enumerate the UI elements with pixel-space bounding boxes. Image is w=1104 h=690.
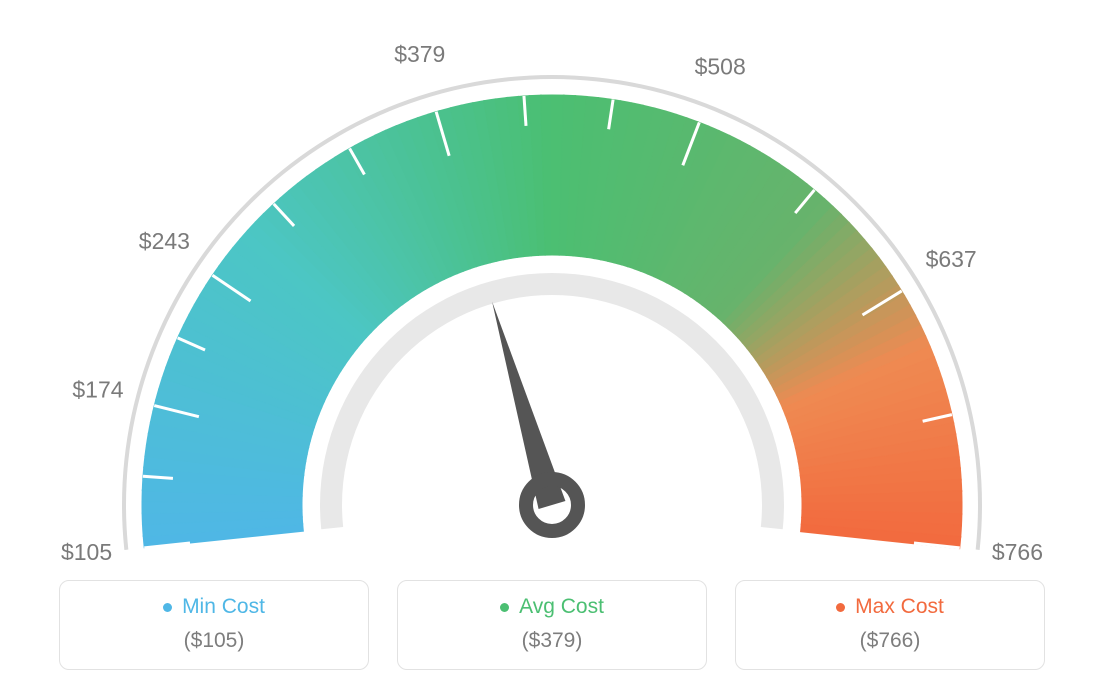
legend-value-max: ($766) xyxy=(746,629,1034,653)
legend-row: Min Cost ($105) Avg Cost ($379) Max Cost… xyxy=(0,580,1104,670)
svg-text:$637: $637 xyxy=(926,246,977,272)
cost-gauge: $105 $174 $243 $379 $508 $637 $766 xyxy=(0,0,1104,560)
svg-text:$766: $766 xyxy=(992,539,1043,560)
legend-value-avg: ($379) xyxy=(408,629,696,653)
legend-title-label: Min Cost xyxy=(182,595,265,619)
dot-icon xyxy=(500,603,509,612)
dot-icon xyxy=(836,603,845,612)
svg-text:$243: $243 xyxy=(139,228,190,254)
legend-title-avg: Avg Cost xyxy=(500,595,604,619)
legend-title-max: Max Cost xyxy=(836,595,944,619)
svg-text:$105: $105 xyxy=(61,539,112,560)
legend-title-min: Min Cost xyxy=(163,595,265,619)
svg-text:$508: $508 xyxy=(695,53,746,79)
legend-card-min: Min Cost ($105) xyxy=(59,580,369,670)
legend-card-avg: Avg Cost ($379) xyxy=(397,580,707,670)
svg-text:$379: $379 xyxy=(394,41,445,67)
legend-title-label: Max Cost xyxy=(855,595,944,619)
dot-icon xyxy=(163,603,172,612)
legend-title-label: Avg Cost xyxy=(519,595,604,619)
gauge-svg: $105 $174 $243 $379 $508 $637 $766 xyxy=(0,0,1104,560)
legend-card-max: Max Cost ($766) xyxy=(735,580,1045,670)
svg-text:$174: $174 xyxy=(72,377,123,403)
legend-value-min: ($105) xyxy=(70,629,358,653)
